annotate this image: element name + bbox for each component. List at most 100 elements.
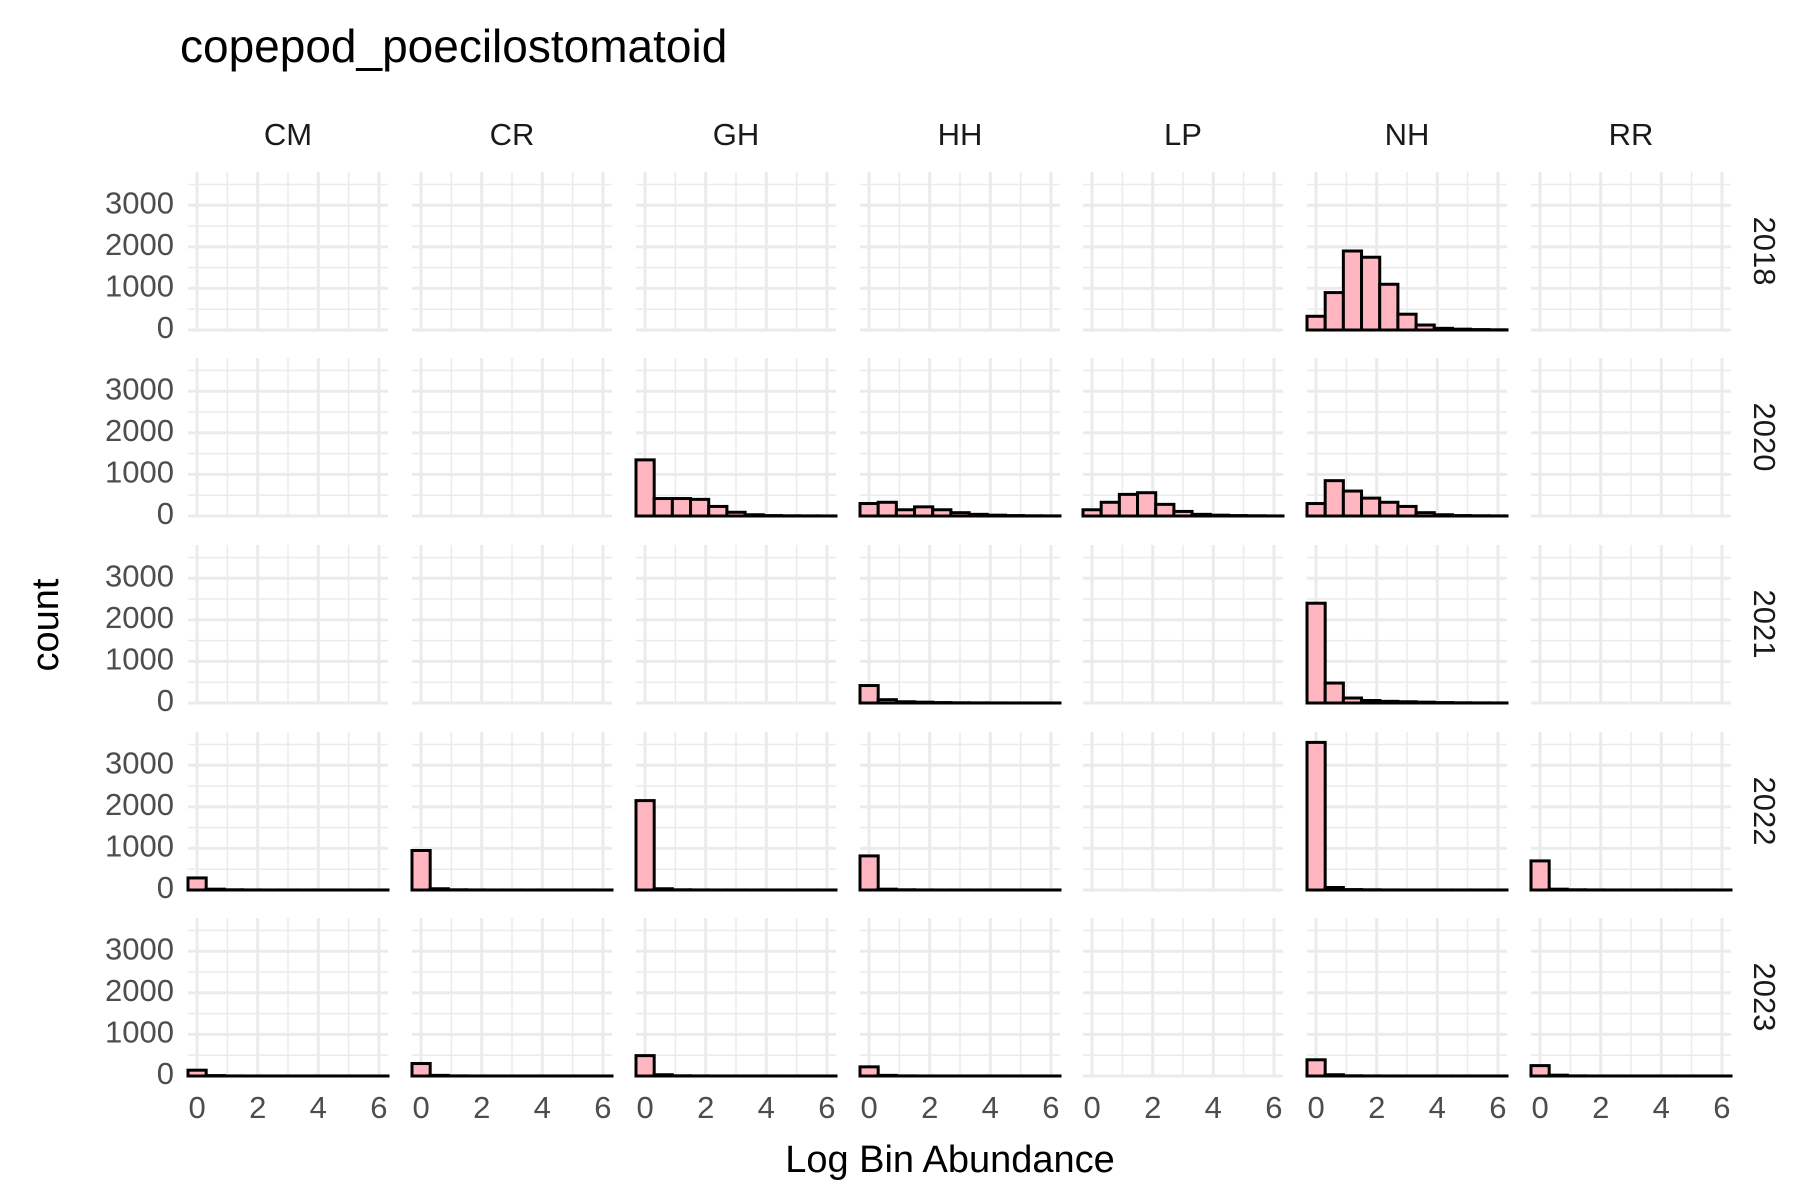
histogram-bar <box>1323 291 1345 332</box>
x-tick-label: 0 <box>1083 1090 1100 1125</box>
x-tick-label: 4 <box>982 1090 999 1125</box>
histogram-bar <box>1323 886 1345 892</box>
x-tick-label: 2 <box>1592 1090 1609 1125</box>
y-tick-label: 1000 <box>105 829 174 864</box>
histogram-bar <box>1341 489 1364 518</box>
histogram-bar <box>1323 1073 1345 1078</box>
facet-panel <box>1305 732 1509 892</box>
facet-panel <box>1083 918 1283 1078</box>
row-strip-label: 2021 <box>1747 590 1782 659</box>
x-tick-label: 4 <box>1653 1090 1670 1125</box>
x-tick-label: 6 <box>594 1090 611 1125</box>
facet-panels: CM CR GH HH LP NH RR20182020202120222023010002… <box>105 117 1782 1125</box>
histogram-bar <box>1305 502 1327 518</box>
y-tick-label: 0 <box>157 310 174 345</box>
histogram-bar <box>913 505 935 518</box>
x-tick-label: 4 <box>534 1090 551 1125</box>
facet-panel <box>634 358 838 518</box>
facet-panel <box>412 545 612 705</box>
histogram-bar <box>858 502 880 518</box>
facet-panel <box>186 918 390 1078</box>
facet-panel <box>1083 172 1283 332</box>
histogram-bar <box>894 508 917 518</box>
histogram-bar <box>652 1073 674 1078</box>
y-tick-label: 0 <box>157 683 174 718</box>
histogram-bar <box>410 849 432 892</box>
y-tick-label: 2000 <box>105 227 174 262</box>
row-strip-label: 2018 <box>1747 217 1782 286</box>
histogram-bar <box>1208 513 1230 518</box>
column-strip-label: CR <box>490 117 535 152</box>
y-tick-label: 0 <box>157 1056 174 1091</box>
x-tick-label: 0 <box>1531 1090 1548 1125</box>
x-tick-label: 0 <box>1307 1090 1324 1125</box>
histogram-bar <box>689 497 711 518</box>
histogram-bar <box>743 513 765 518</box>
histogram-bar <box>1099 500 1121 518</box>
histogram-bar <box>894 700 917 705</box>
histogram-bar <box>1360 255 1382 332</box>
x-tick-label: 4 <box>1205 1090 1222 1125</box>
histogram-bar <box>858 684 880 705</box>
histogram-bar <box>1547 1073 1569 1078</box>
histogram-bar <box>1547 887 1569 892</box>
y-tick-label: 0 <box>157 870 174 905</box>
x-tick-label: 6 <box>1042 1090 1059 1125</box>
histogram-bar <box>1414 511 1436 518</box>
x-tick-label: 4 <box>758 1090 775 1125</box>
x-tick-label: 6 <box>818 1090 835 1125</box>
x-tick-label: 2 <box>249 1090 266 1125</box>
facet-panel <box>1531 545 1731 705</box>
histogram-bar <box>707 504 729 518</box>
facet-panel <box>412 172 612 332</box>
facet-panel <box>188 545 388 705</box>
x-tick-label: 6 <box>370 1090 387 1125</box>
x-tick-label: 4 <box>1429 1090 1446 1125</box>
histogram-bar <box>1396 312 1418 332</box>
histogram-bar <box>858 854 880 892</box>
histogram-bar <box>634 799 656 892</box>
column-strip-label: HH <box>938 117 983 152</box>
histogram-bar <box>876 1073 898 1078</box>
facet-panel <box>188 358 388 518</box>
column-strip-label: GH <box>713 117 760 152</box>
histogram-bar <box>1305 601 1327 705</box>
histogram-bar <box>1396 700 1418 705</box>
row-strip-label: 2022 <box>1747 777 1782 846</box>
y-tick-label: 2000 <box>105 973 174 1008</box>
x-tick-label: 6 <box>1713 1090 1730 1125</box>
y-tick-label: 3000 <box>105 931 174 966</box>
histogram-bar <box>1432 513 1454 518</box>
histogram-bar <box>876 887 898 892</box>
histogram-bar <box>1432 326 1454 332</box>
y-tick-label: 3000 <box>105 745 174 780</box>
facet-panel <box>410 918 614 1078</box>
histogram-bar <box>1305 314 1327 332</box>
facet-panel <box>636 545 836 705</box>
histogram-bar <box>1378 500 1400 518</box>
facet-panel <box>1305 358 1509 518</box>
facet-panel <box>412 358 612 518</box>
histogram-bar <box>186 1068 208 1078</box>
x-tick-label: 0 <box>860 1090 877 1125</box>
histogram-bar <box>204 887 226 892</box>
histogram-bar <box>985 513 1007 518</box>
histogram-bar <box>931 508 953 518</box>
x-tick-label: 0 <box>188 1090 205 1125</box>
facet-panel <box>1529 918 1733 1078</box>
histogram-bar <box>1323 681 1345 705</box>
histogram-bar <box>1360 699 1382 705</box>
histogram-bar <box>1323 479 1345 518</box>
histogram-bar <box>1117 492 1140 518</box>
facet-panel <box>1081 358 1285 518</box>
y-tick-label: 1000 <box>105 1015 174 1050</box>
histogram-bar <box>428 887 450 892</box>
histogram-bar <box>1136 491 1158 518</box>
histogram-bar <box>1529 1064 1551 1078</box>
histogram-bar <box>1396 504 1418 518</box>
y-tick-label: 2000 <box>105 787 174 822</box>
facet-panel <box>858 545 1062 705</box>
x-tick-label: 0 <box>412 1090 429 1125</box>
histogram-bar <box>876 500 898 518</box>
